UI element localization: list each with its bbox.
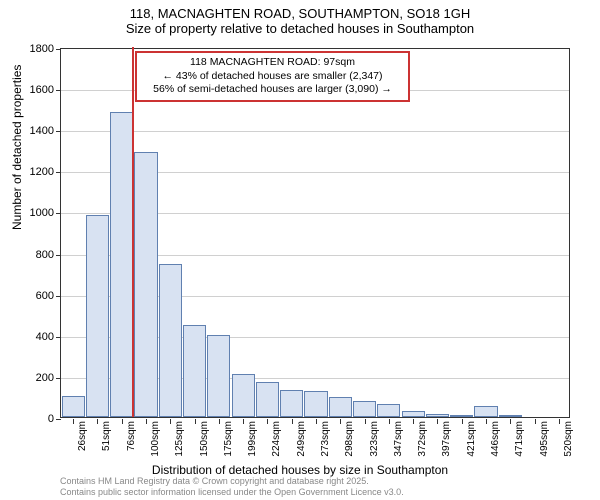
- x-tick-mark: [170, 419, 171, 424]
- histogram-bar: [377, 404, 400, 417]
- histogram-bar: [329, 397, 352, 417]
- histogram-bar: [499, 415, 522, 417]
- histogram-bar: [62, 396, 85, 417]
- y-tick-mark: [56, 131, 61, 132]
- histogram-bar: [280, 390, 303, 417]
- histogram-bar: [232, 374, 255, 417]
- y-tick-mark: [56, 337, 61, 338]
- x-tick-mark: [219, 419, 220, 424]
- histogram-bar: [474, 406, 497, 417]
- x-tick-mark: [413, 419, 414, 424]
- x-tick-mark: [437, 419, 438, 424]
- x-tick-mark: [97, 419, 98, 424]
- x-tick-mark: [340, 419, 341, 424]
- y-tick-mark: [56, 213, 61, 214]
- annotation-smaller: ← 43% of detached houses are smaller (2,…: [143, 70, 402, 84]
- histogram-bar: [110, 112, 133, 417]
- x-tick-mark: [462, 419, 463, 424]
- y-tick-mark: [56, 255, 61, 256]
- y-tick-label: 1200: [14, 166, 54, 178]
- y-tick-label: 1600: [14, 84, 54, 96]
- footer-line2: Contains public sector information licen…: [60, 487, 404, 498]
- y-tick-mark: [56, 378, 61, 379]
- x-tick-mark: [365, 419, 366, 424]
- x-tick-mark: [122, 419, 123, 424]
- histogram-bar: [450, 415, 473, 417]
- histogram-bar: [402, 411, 425, 417]
- histogram-bar: [134, 152, 157, 417]
- gridline: [61, 131, 569, 132]
- y-tick-label: 1400: [14, 125, 54, 137]
- histogram-bar: [353, 401, 376, 417]
- x-tick-mark: [510, 419, 511, 424]
- y-tick-label: 200: [14, 372, 54, 384]
- footer-line1: Contains HM Land Registry data © Crown c…: [60, 476, 404, 487]
- x-tick-mark: [73, 419, 74, 424]
- histogram-bar: [426, 414, 449, 417]
- x-tick-mark: [486, 419, 487, 424]
- y-tick-label: 1000: [14, 207, 54, 219]
- y-tick-mark: [56, 419, 61, 420]
- x-tick-mark: [146, 419, 147, 424]
- histogram-bar: [304, 391, 327, 417]
- chart-subtitle: Size of property relative to detached ho…: [0, 21, 600, 36]
- annotation-box: 118 MACNAGHTEN ROAD: 97sqm ← 43% of deta…: [135, 51, 410, 102]
- histogram-bar: [86, 215, 109, 417]
- histogram-bar: [183, 325, 206, 418]
- histogram-bar: [207, 335, 230, 417]
- histogram-bar: [256, 382, 279, 417]
- x-tick-mark: [292, 419, 293, 424]
- x-axis-label: Distribution of detached houses by size …: [0, 463, 600, 477]
- y-tick-label: 0: [14, 413, 54, 425]
- y-tick-label: 800: [14, 249, 54, 261]
- annotation-larger: 56% of semi-detached houses are larger (…: [143, 83, 402, 97]
- chart-area: 02004006008001000120014001600180026sqm51…: [60, 48, 570, 418]
- x-tick-mark: [195, 419, 196, 424]
- plot-area: 02004006008001000120014001600180026sqm51…: [60, 48, 570, 418]
- x-tick-mark: [389, 419, 390, 424]
- x-tick-mark: [559, 419, 560, 424]
- chart-footer: Contains HM Land Registry data © Crown c…: [60, 476, 404, 498]
- y-tick-label: 1800: [14, 43, 54, 55]
- y-tick-mark: [56, 49, 61, 50]
- y-tick-label: 400: [14, 331, 54, 343]
- y-tick-mark: [56, 296, 61, 297]
- histogram-bar: [159, 264, 182, 417]
- annotation-header: 118 MACNAGHTEN ROAD: 97sqm: [143, 56, 402, 70]
- y-tick-mark: [56, 90, 61, 91]
- y-tick-label: 600: [14, 290, 54, 302]
- x-tick-mark: [535, 419, 536, 424]
- x-tick-mark: [316, 419, 317, 424]
- x-tick-mark: [267, 419, 268, 424]
- property-marker-line: [132, 47, 134, 417]
- x-tick-mark: [243, 419, 244, 424]
- chart-title-line1: 118, MACNAGHTEN ROAD, SOUTHAMPTON, SO18 …: [0, 6, 600, 21]
- y-tick-mark: [56, 172, 61, 173]
